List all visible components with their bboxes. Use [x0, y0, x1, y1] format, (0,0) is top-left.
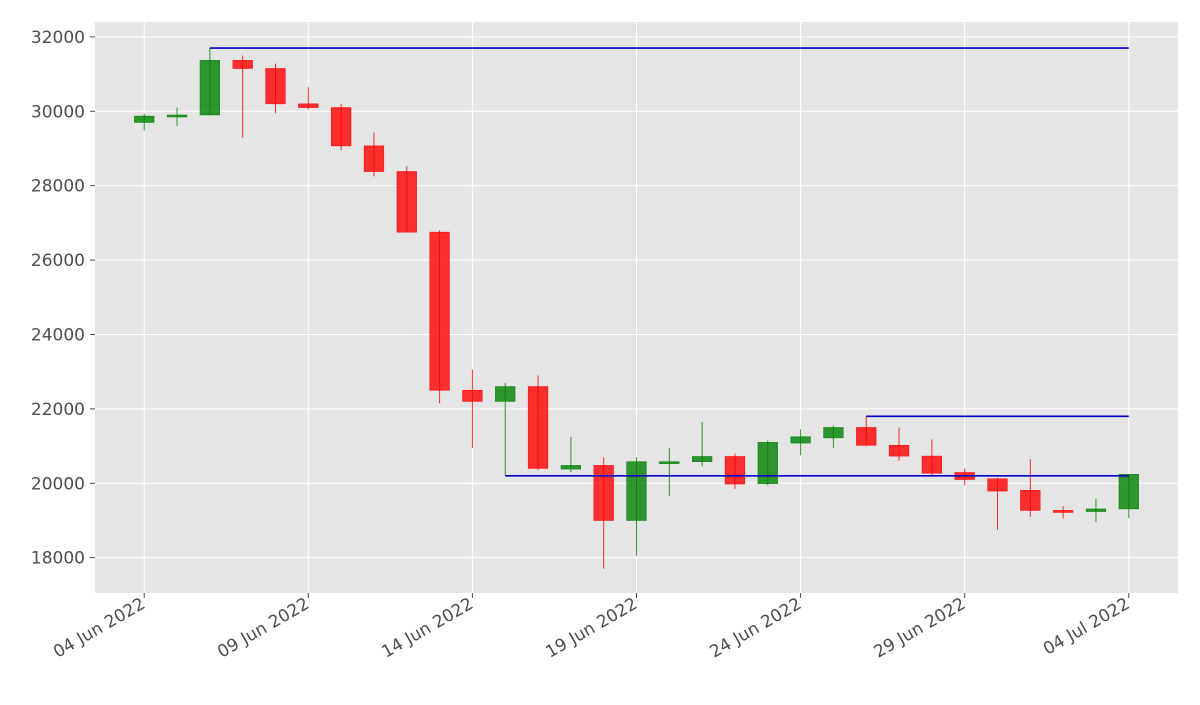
y-tick-label: 22000 [31, 400, 85, 420]
candle-body [232, 60, 253, 69]
candle-body [298, 103, 319, 108]
x-tick-label: 04 Jun 2022 [50, 594, 149, 662]
candle-body [560, 465, 582, 470]
x-tick-label: 19 Jun 2022 [542, 594, 641, 662]
x-tick-label: 24 Jun 2022 [707, 594, 806, 662]
candle-body [888, 445, 910, 457]
y-tick-label: 18000 [31, 549, 85, 569]
candle-body [823, 427, 844, 439]
candle-body [527, 386, 549, 469]
candle-body [757, 442, 778, 484]
candle-body [593, 465, 614, 521]
candle-body [921, 455, 943, 474]
x-tick-label: 29 Jun 2022 [871, 594, 970, 662]
candle-body [429, 231, 450, 391]
x-axis: 04 Jun 2022 09 Jun 2022 14 Jun 2022 19 Jun … [50, 593, 1133, 662]
x-tick-label: 14 Jun 2022 [378, 594, 477, 662]
candle-body [199, 60, 221, 116]
candle-body [1085, 508, 1107, 512]
y-tick-label: 28000 [31, 177, 85, 197]
y-tick-label: 24000 [31, 325, 85, 345]
candles [134, 48, 1139, 569]
candle-body [330, 107, 352, 147]
level-lines [209, 47, 1129, 477]
candle-body [790, 436, 811, 444]
candle-body [1020, 490, 1041, 511]
candle-body [462, 389, 483, 402]
candle-body [396, 171, 417, 233]
candle-body [265, 68, 286, 105]
candle-body [659, 461, 680, 464]
candle-body [134, 115, 155, 123]
candle-body [1118, 474, 1139, 510]
x-tick-label: 04 Jul 2022 [1040, 594, 1133, 659]
x-tick-label: 09 Jun 2022 [214, 594, 313, 662]
y-tick-label: 20000 [31, 474, 85, 494]
candle-body [691, 456, 713, 462]
candle-body [495, 386, 516, 402]
candle-body [987, 478, 1008, 492]
candle-body [1052, 510, 1074, 513]
candle-body [166, 114, 188, 118]
y-tick-label: 26000 [31, 251, 85, 271]
candle-body [626, 461, 647, 521]
candle-body [856, 427, 877, 446]
y-tick-label: 32000 [31, 28, 85, 48]
y-axis: 18000 20000 22000 24000 26000 28000 30000 32000 [31, 28, 95, 569]
candle-body [363, 145, 385, 172]
y-tick-label: 30000 [31, 102, 85, 122]
candle-body [724, 456, 746, 485]
